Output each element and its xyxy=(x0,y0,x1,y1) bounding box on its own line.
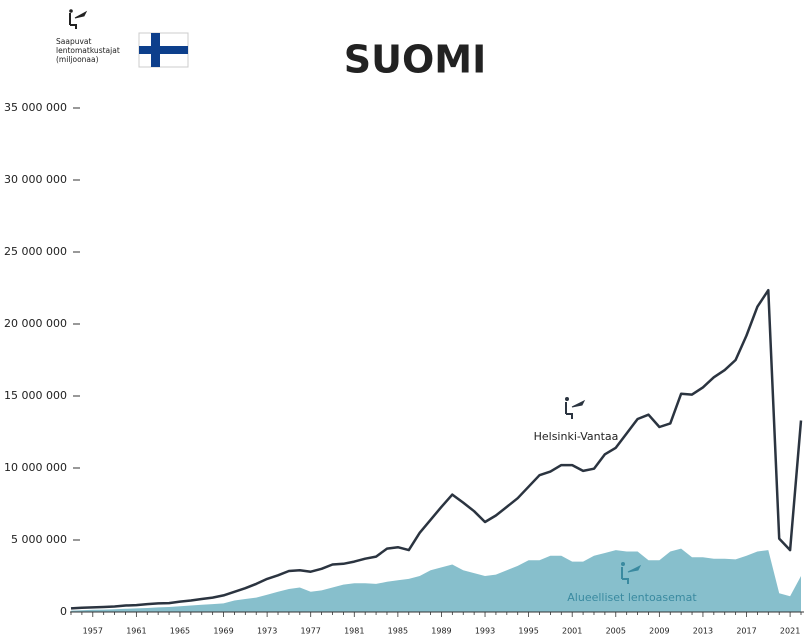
x-tick-label: 1995 xyxy=(518,627,538,636)
icon-seat xyxy=(565,402,573,419)
x-tick-label: 1961 xyxy=(126,627,146,636)
line xyxy=(70,288,803,610)
x-tick-label: 2013 xyxy=(693,627,713,636)
x-tick-label: 2001 xyxy=(562,627,582,636)
x-tick-label: 1981 xyxy=(344,627,364,636)
y-tick-label: 15 000 000 xyxy=(4,389,67,402)
y-tick-label: 35 000 000 xyxy=(4,101,67,114)
legend-text: Saapuvat xyxy=(56,37,92,46)
legend-icon xyxy=(69,9,88,29)
y-tick-label: 5 000 000 xyxy=(11,533,67,546)
x-tick-label: 1973 xyxy=(257,627,277,636)
x-tick-label: 2017 xyxy=(736,627,756,636)
y-tick-label: 25 000 000 xyxy=(4,245,67,258)
x-tick-label: 2009 xyxy=(649,627,669,636)
x-tick-label: 1993 xyxy=(475,627,495,636)
series-label: Alueelliset lentoasemat xyxy=(567,591,697,604)
x-tick-label: 1969 xyxy=(213,627,233,636)
x-tick-label: 1965 xyxy=(170,627,190,636)
x-tick-label: 2021 xyxy=(780,627,800,636)
y-tick-label: 20 000 000 xyxy=(4,317,67,330)
x-tick-label: 1977 xyxy=(301,627,321,636)
icon-head xyxy=(621,562,625,566)
x-tick-label: 1985 xyxy=(388,627,408,636)
legend-text: lentomatkustajat xyxy=(56,46,120,55)
x-tick-label: 1957 xyxy=(83,627,103,636)
y-tick-label: 0 xyxy=(60,605,67,618)
icon-plane xyxy=(627,564,642,573)
area xyxy=(71,548,801,612)
flag xyxy=(138,32,189,68)
x-tick-label: 2005 xyxy=(606,627,626,636)
icon-plane xyxy=(571,399,586,408)
y-tick-label: 30 000 000 xyxy=(4,173,67,186)
y-tick-label: 10 000 000 xyxy=(4,461,67,474)
icon-head xyxy=(565,397,569,401)
chart-title: SUOMI xyxy=(344,38,486,82)
series-icon xyxy=(621,562,642,584)
series-label: Helsinki-Vantaa xyxy=(534,430,619,443)
icon-seat xyxy=(621,567,629,584)
series-icon xyxy=(565,397,586,419)
legend-text: (miljoonaa) xyxy=(56,55,99,64)
x-tick-label: 1989 xyxy=(431,627,451,636)
